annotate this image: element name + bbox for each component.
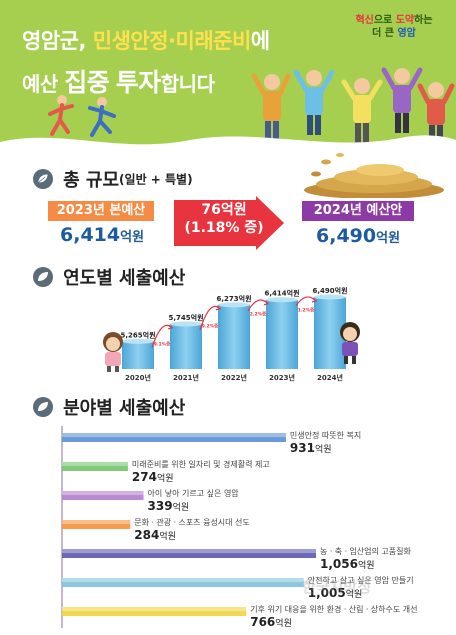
headline-highlight: 민생안정·미래준비 bbox=[92, 29, 252, 53]
field-bar bbox=[62, 520, 131, 529]
field-bar-shine bbox=[62, 520, 131, 525]
year-bar-top bbox=[314, 294, 346, 300]
field-bar-shine bbox=[62, 549, 316, 554]
leaf-circle-icon bbox=[33, 397, 53, 417]
leaf-circle-icon bbox=[33, 267, 53, 287]
growth-arrow-head bbox=[311, 297, 318, 303]
field-category-label: 아이 낳아 기르고 싶은 영암 bbox=[148, 488, 240, 498]
year-value-label: 6,490억원 bbox=[312, 286, 347, 295]
yearly-expenditure-chart: 5,265억원 2020년 5,745억원 2021년 6,273억원 2022년 6,41… bbox=[120, 286, 347, 382]
growth-rate-label: 9.1%증 bbox=[154, 341, 171, 348]
prev-year-budget-amount: 6,414억원 bbox=[60, 224, 145, 246]
field-category-label: 문화ㆍ관광ㆍ스포츠 융성시대 선도 bbox=[134, 517, 250, 527]
year-category-label: 2024년 bbox=[317, 373, 343, 382]
coin-pile-illustration bbox=[304, 153, 444, 198]
headline-line-2: 예산 집중 투자합니다 bbox=[22, 68, 215, 97]
field-value-label: 274억원 bbox=[132, 470, 174, 484]
year-bar bbox=[122, 341, 154, 369]
next-year-budget-amount: 6,490억원 bbox=[316, 225, 401, 247]
field-value-label: 284억원 bbox=[134, 528, 176, 542]
growth-rate-label: 9.2%증 bbox=[202, 322, 219, 329]
field-bar bbox=[62, 578, 304, 587]
year-category-label: 2022년 bbox=[221, 373, 247, 382]
field-category-label: 기후 위기 대응을 위한 환경ㆍ산림ㆍ상하수도 개선 bbox=[250, 604, 417, 614]
field-bar bbox=[62, 433, 286, 442]
increase-amount: 76억원 (1.18% 증) bbox=[184, 202, 264, 236]
year-bar bbox=[266, 299, 298, 369]
growth-rate-label: 2.2%증 bbox=[250, 310, 267, 317]
year-value-label: 6,273억원 bbox=[216, 294, 251, 303]
field-category-label: 민생안정 따뜻한 복지 bbox=[290, 430, 361, 440]
year-value-label: 5,745억원 bbox=[168, 313, 203, 322]
year-bar bbox=[170, 323, 202, 369]
year-bar bbox=[218, 304, 250, 369]
increase-arrow-shape bbox=[174, 196, 284, 250]
field-category-label: 미래준비를 위한 일자리 및 경제활력 제고 bbox=[132, 459, 270, 469]
field-bar bbox=[62, 462, 128, 471]
field-bar bbox=[62, 491, 144, 500]
section-title-total: 총 규모(일반 + 특별) bbox=[32, 166, 193, 191]
field-bar bbox=[62, 607, 247, 616]
prev-year-budget-label: 2023년 본예산 bbox=[48, 201, 154, 221]
field-bar-shine bbox=[62, 462, 128, 467]
field-bar-shine bbox=[62, 578, 304, 583]
year-category-label: 2021년 bbox=[173, 373, 199, 382]
county-slogan-badge: 혁신으로 도약하는 더 큰 영암 bbox=[355, 15, 433, 39]
field-value-label: 766억원 bbox=[250, 615, 292, 629]
year-category-label: 2023년 bbox=[269, 373, 295, 382]
section-title-yearly: 연도별 세출예산 bbox=[32, 264, 185, 289]
growth-arrow-head bbox=[215, 305, 222, 311]
next-year-budget-label: 2024년 예산안 bbox=[302, 201, 414, 221]
year-value-label: 6,414억원 bbox=[264, 289, 299, 298]
cheering-people-illustration bbox=[251, 67, 455, 143]
girl-character-illustration bbox=[103, 332, 123, 372]
field-category-label: 농ㆍ축ㆍ임산업의 고품질화 bbox=[320, 546, 412, 556]
field-bar-shine bbox=[62, 433, 286, 438]
growth-rate-label: 1.2%증 bbox=[298, 306, 315, 313]
boy-character-illustration bbox=[340, 322, 360, 364]
headline-line-1: 영암군, 민생안정·미래준비에 bbox=[22, 29, 270, 53]
field-bar-shine bbox=[62, 607, 247, 612]
header-banner: 영암군, 민생안정·미래준비에 예산 집중 투자합니다 혁신으로 도약하는 더 … bbox=[0, 0, 456, 150]
field-bar bbox=[62, 549, 316, 558]
leaf-circle-icon bbox=[33, 169, 53, 189]
field-value-label: 339억원 bbox=[148, 499, 190, 513]
year-value-label: 5,265억원 bbox=[120, 330, 155, 339]
field-value-label: 931억원 bbox=[290, 441, 332, 455]
field-value-label: 1,056억원 bbox=[320, 557, 375, 571]
growth-arrow-head bbox=[167, 324, 174, 330]
field-bar-shine bbox=[62, 491, 144, 496]
watermark-text: 한국지방정 bbox=[302, 578, 372, 596]
field-category-label: 안전하고 살고 싶은 영암 만들기 bbox=[308, 575, 414, 585]
section-title-fields: 분야별 세출예산 bbox=[32, 394, 185, 419]
running-people-illustration bbox=[48, 95, 116, 137]
field-value-label: 1,005억원 bbox=[308, 586, 363, 600]
growth-arrow-head bbox=[263, 300, 270, 306]
header-wave-divider bbox=[0, 135, 456, 150]
year-category-label: 2020년 bbox=[125, 373, 151, 382]
year-bar-top bbox=[122, 338, 154, 344]
year-bar-top bbox=[218, 302, 250, 308]
year-bar-top bbox=[266, 297, 298, 303]
year-bar-top bbox=[170, 321, 202, 327]
